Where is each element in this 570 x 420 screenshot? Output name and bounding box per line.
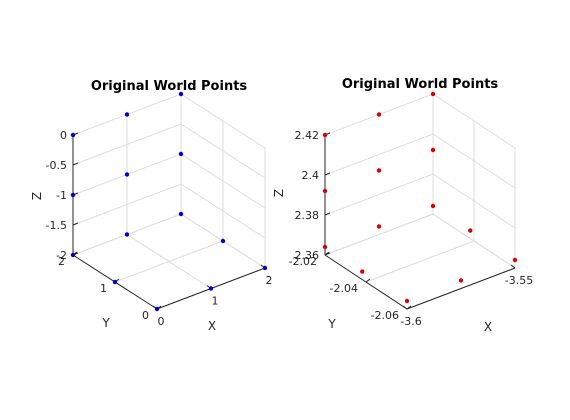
x-tick-mark — [402, 305, 408, 310]
z-axis-label: Z — [272, 189, 286, 197]
grid-line — [324, 213, 516, 269]
grid-line — [72, 213, 266, 269]
z-tick-label: 2.4 — [302, 169, 320, 182]
z-tick-mark — [324, 172, 331, 176]
plot-right: Original World Points X Y Z -3.6 -3.55 -2.… — [272, 77, 533, 334]
data-point — [178, 91, 184, 97]
data-point — [70, 252, 76, 258]
axes-box — [324, 93, 516, 310]
data-point — [322, 244, 328, 250]
y-axis-label: Y — [327, 317, 336, 331]
data-point — [70, 132, 76, 138]
z-axis-label: Z — [30, 192, 44, 200]
x-tick-label: 1 — [212, 295, 219, 308]
data-point — [468, 228, 473, 233]
y-tick-label: 0 — [142, 309, 149, 322]
z-tick-label: 2.38 — [295, 209, 320, 222]
z-tick-label: -0.5 — [46, 159, 67, 172]
y-tick-mark — [365, 278, 371, 283]
grid-line — [365, 240, 475, 283]
z-tick-label: 0 — [60, 129, 67, 142]
y-axis-label: Y — [101, 316, 110, 330]
grid-line — [324, 93, 516, 149]
data-point — [404, 298, 410, 304]
data-point — [430, 147, 436, 153]
grid-line — [324, 133, 516, 189]
data-point — [430, 91, 436, 97]
z-tick-mark — [72, 222, 79, 226]
x-tick-mark — [510, 264, 516, 269]
z-tick-mark — [324, 252, 331, 256]
data-point — [512, 257, 518, 263]
data-point — [220, 238, 226, 244]
grid-line — [72, 183, 266, 239]
z-tick-label: -2 — [56, 249, 67, 262]
y-tick-label: -2.04 — [330, 282, 358, 295]
y-tick-label: -2.06 — [371, 309, 399, 322]
data-point — [124, 112, 130, 117]
y-tick-label: 1 — [100, 282, 107, 295]
x-axis-line — [406, 267, 516, 310]
x-tick-label: -3.55 — [505, 274, 533, 287]
chart-title: Original World Points — [342, 77, 499, 92]
chart-title: Original World Points — [91, 79, 248, 94]
data-point — [322, 188, 328, 194]
x-tick-label: -3.6 — [400, 315, 421, 328]
grid-line — [72, 153, 266, 209]
y-tick-mark — [406, 305, 412, 310]
data-point — [124, 232, 130, 237]
data-point — [112, 279, 118, 285]
axes-box — [72, 93, 266, 310]
data-point — [70, 192, 76, 198]
data-point — [178, 211, 184, 217]
data-point — [360, 269, 365, 274]
data-point — [124, 172, 130, 177]
data-point — [322, 132, 328, 138]
grid-line — [114, 240, 224, 283]
z-tick-label: 2.36 — [295, 249, 320, 262]
z-tick-label: -1.5 — [46, 219, 67, 232]
grid-line — [324, 173, 516, 229]
y-tick-label: 2 — [58, 255, 65, 268]
z-tick-label: 2.42 — [295, 129, 320, 142]
x-tick-label: 0 — [158, 315, 165, 328]
data-point — [262, 265, 268, 271]
data-point — [154, 306, 160, 312]
data-point — [376, 224, 382, 229]
x-axis-label: X — [208, 319, 216, 333]
data-point — [376, 112, 382, 117]
z-tick-label: -1 — [56, 189, 67, 202]
x-axis-label: X — [484, 320, 492, 334]
z-tick-mark — [324, 212, 331, 216]
y-tick-label: -2.02 — [289, 255, 317, 268]
data-point — [458, 278, 464, 283]
data-point — [208, 286, 214, 291]
z-tick-mark — [72, 162, 79, 166]
grid-line — [72, 93, 266, 149]
grid-line — [72, 123, 266, 179]
data-point — [376, 168, 382, 173]
plot-left: Original World Points X Y Z 012012-2-1.5… — [30, 79, 273, 333]
x-tick-label: 2 — [266, 274, 273, 287]
data-point — [430, 203, 436, 209]
data-point — [178, 151, 184, 157]
